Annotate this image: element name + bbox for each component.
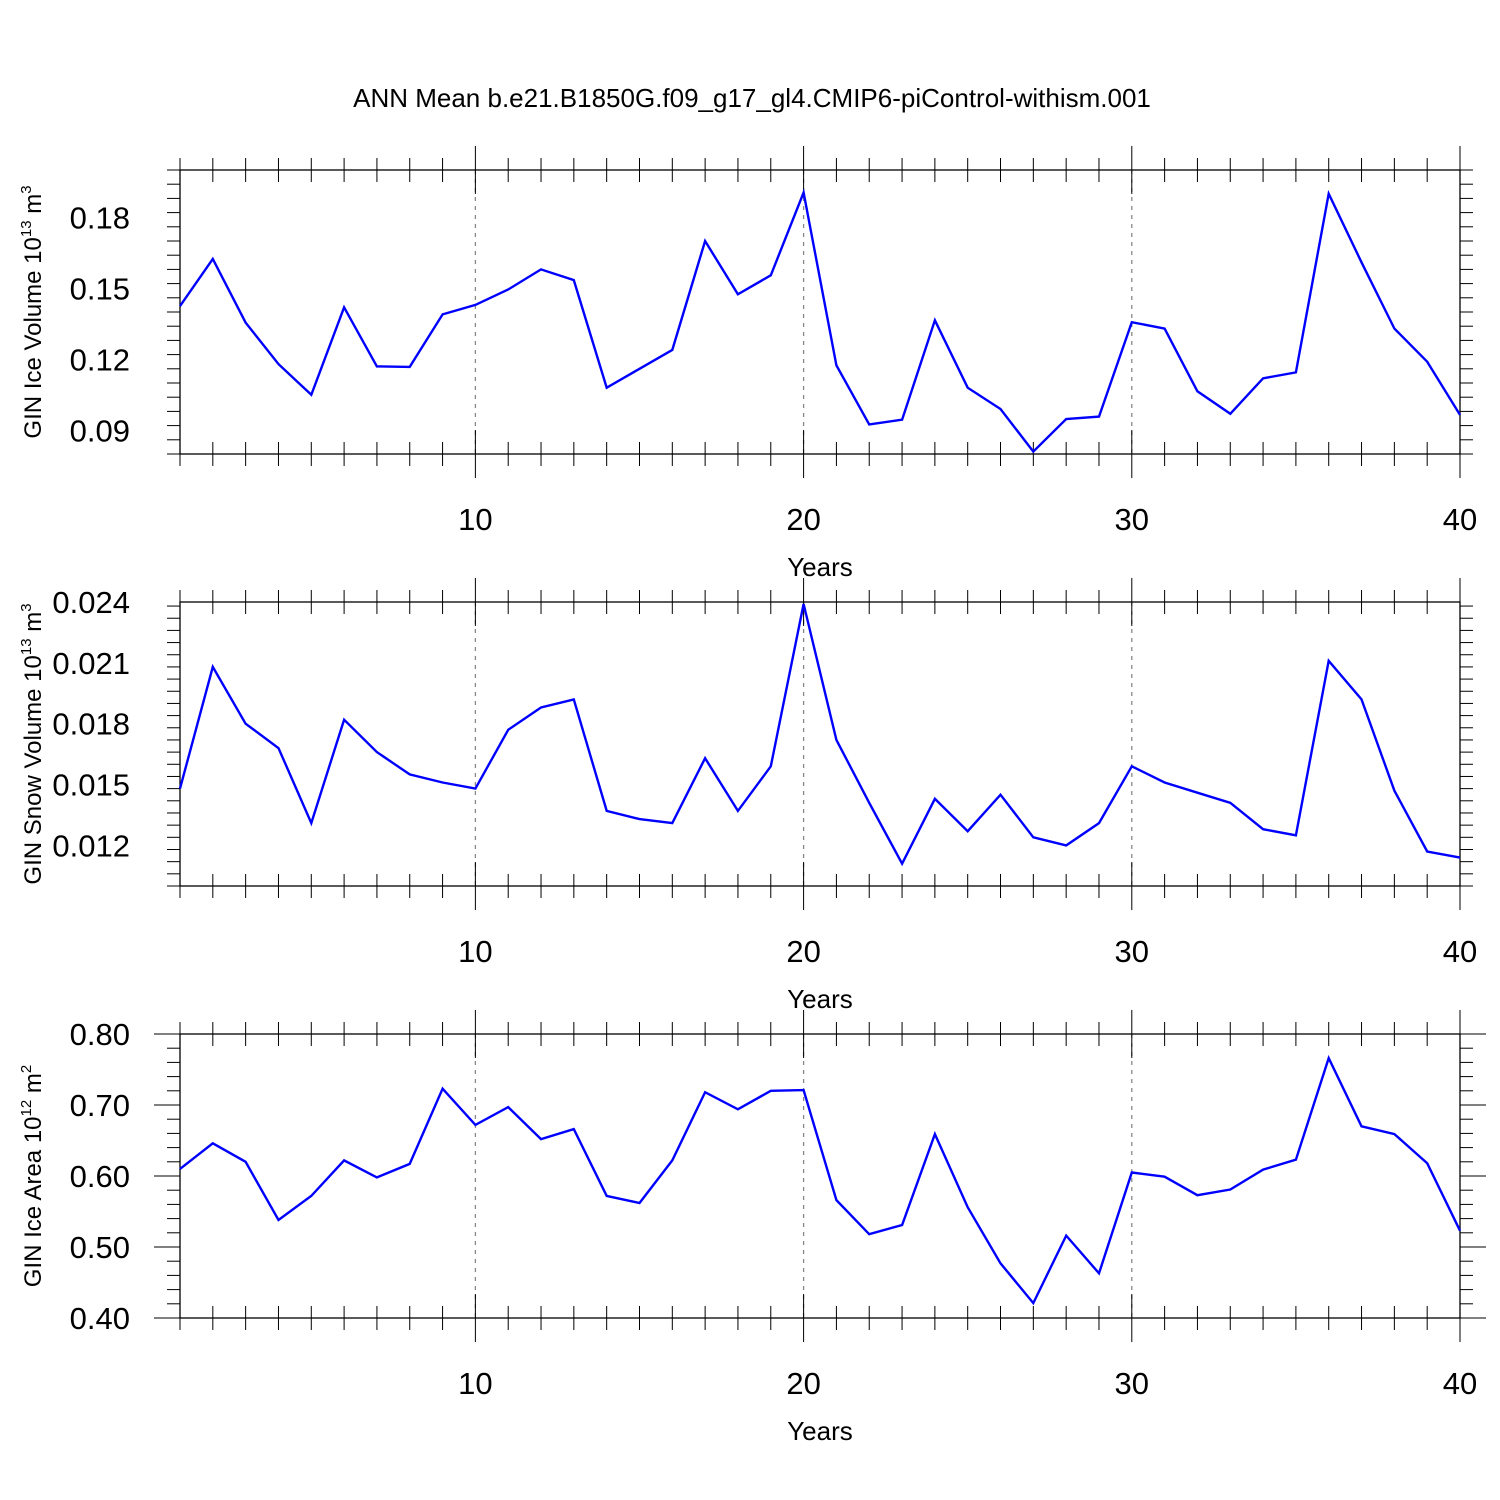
- chart-panel-3: 10 20 30 40 0.40 0.50 0.60 0.70 0.80 Years GIN Ice…: [18, 1010, 1486, 1446]
- y-tick-label: 0.09: [70, 413, 130, 448]
- x-tick-label: 40: [1443, 934, 1477, 969]
- y-tick-label: 0.18: [70, 200, 130, 235]
- x-tick-label: 30: [1115, 1366, 1149, 1401]
- x-tick-label: 30: [1115, 502, 1149, 537]
- y-tick-label: 0.15: [70, 271, 130, 306]
- y-tick-label: 0.40: [70, 1301, 130, 1336]
- x-tick-label: 20: [786, 502, 820, 537]
- panels-container: 10 20 30 40 0.09 0.12 0.15 0.18 Years GIN Ice Vol…: [18, 146, 1486, 1446]
- y-tick-label: 0.021: [52, 646, 130, 681]
- plot-frame: [179, 601, 1461, 887]
- series-line: [179, 1054, 1462, 1306]
- x-axis-label: Years: [787, 552, 853, 582]
- x-tick-label: 30: [1115, 934, 1149, 969]
- x-axis-label: Years: [787, 984, 853, 1014]
- chart-panel-2: 10 20 30 40 0.012 0.015 0.018 0.021 0.024 Years GI…: [18, 578, 1477, 1014]
- series-line: [179, 188, 1462, 454]
- series-line: [178, 603, 1461, 867]
- y-tick-label: 0.024: [52, 585, 130, 620]
- y-axis-label: GIN Ice Volume 1013 m3: [18, 185, 47, 438]
- y-tick-label: 0.50: [70, 1230, 130, 1265]
- y-tick-label: 0.015: [52, 768, 130, 803]
- y-tick-label: 0.60: [70, 1159, 130, 1194]
- y-tick-label: 0.80: [70, 1017, 130, 1052]
- y-axis-label: GIN Snow Volume 1013 m3: [18, 603, 47, 884]
- y-tick-label: 0.012: [52, 828, 130, 863]
- x-tick-label: 10: [458, 502, 492, 537]
- x-tick-label: 40: [1443, 502, 1477, 537]
- y-tick-label: 0.018: [52, 707, 130, 742]
- y-axis-label: GIN Ice Area 1012 m2: [18, 1065, 47, 1287]
- x-tick-label: 40: [1443, 1366, 1477, 1401]
- x-axis-label: Years: [787, 1416, 853, 1446]
- figure-title: ANN Mean b.e21.B1850G.f09_g17_gl4.CMIP6-…: [353, 83, 1151, 113]
- x-tick-label: 20: [786, 934, 820, 969]
- x-tick-label: 10: [458, 934, 492, 969]
- y-tick-label: 0.70: [70, 1088, 130, 1123]
- y-tick-label: 0.12: [70, 342, 130, 377]
- x-tick-label: 10: [458, 1366, 492, 1401]
- plot-frame: [179, 169, 1461, 455]
- x-tick-label: 20: [786, 1366, 820, 1401]
- chart-panel-1: 10 20 30 40 0.09 0.12 0.15 0.18 Years GIN Ice Vol…: [18, 146, 1477, 582]
